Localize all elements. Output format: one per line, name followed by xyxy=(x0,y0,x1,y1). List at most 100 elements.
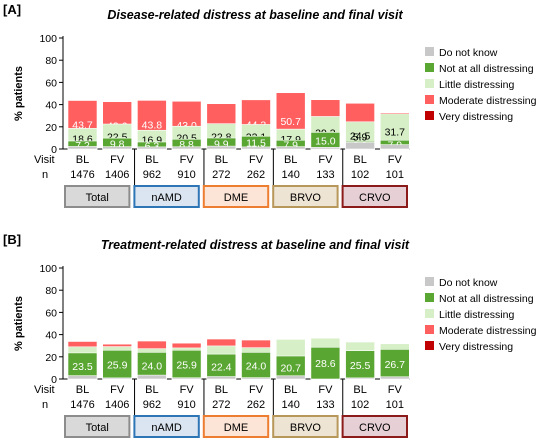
data-label: 25.9 xyxy=(107,360,128,372)
bar-segment-do-not-know xyxy=(102,377,132,380)
data-label: 22.4 xyxy=(211,362,232,374)
visit-label: FV xyxy=(180,384,195,396)
visit-label: FV xyxy=(388,384,403,396)
legend-swatch-do-not-know xyxy=(425,277,434,286)
data-label: 24.0 xyxy=(142,361,163,373)
bar-segment-do-not-know xyxy=(67,146,98,150)
visit-label: FV xyxy=(249,384,264,396)
legend-swatch-very xyxy=(425,341,434,350)
data-label: 7.2 xyxy=(75,140,90,152)
data-label: 5.9 xyxy=(353,131,368,143)
legend-swatch-not-at-all xyxy=(425,293,434,302)
n-label: 101 xyxy=(386,399,404,411)
bar-segment-do-not-know xyxy=(137,146,167,150)
n-label: 133 xyxy=(316,399,334,411)
y-tick-label: 80 xyxy=(45,285,57,297)
n-label: 1476 xyxy=(70,399,94,411)
legend-swatch-moderate xyxy=(425,325,434,334)
legend-swatch-very xyxy=(425,111,434,120)
visit-label: FV xyxy=(249,154,264,166)
panel-label: [B] xyxy=(3,232,21,247)
visit-label: FV xyxy=(180,154,195,166)
n-label: 962 xyxy=(143,169,161,181)
visit-label: BL xyxy=(145,154,158,166)
group-box xyxy=(341,415,409,438)
data-label: 15.0 xyxy=(315,136,336,148)
chart-title: Disease-related distress at baseline and… xyxy=(107,8,403,22)
n-label: 910 xyxy=(177,169,195,181)
bar-segment-do-not-know xyxy=(310,147,341,150)
visit-label: FV xyxy=(110,154,125,166)
group-label: DME xyxy=(224,422,248,434)
legend-label: Not at all distressing xyxy=(439,293,534,305)
visit-label: BL xyxy=(215,154,228,166)
visit-label: BL xyxy=(76,384,89,396)
y-axis-label: % patients xyxy=(13,66,25,121)
legend-label: Little distressing xyxy=(439,309,514,321)
n-label: 272 xyxy=(212,169,230,181)
data-label: 6.3 xyxy=(145,141,160,153)
data-label: 28.6 xyxy=(315,358,336,370)
data-label: 24.5 xyxy=(350,130,371,142)
n-label: 133 xyxy=(316,169,334,181)
group-box xyxy=(272,415,339,438)
bar-segment-do-not-know xyxy=(206,376,237,380)
group-box xyxy=(133,185,200,208)
group-box xyxy=(272,185,339,208)
y-tick-label: 80 xyxy=(45,55,57,67)
data-label: 25.5 xyxy=(350,360,371,372)
row-label-n: n xyxy=(42,169,48,181)
y-tick-label: 100 xyxy=(39,263,57,275)
data-label: 24.0 xyxy=(246,361,267,373)
bar-segment-not-at-all xyxy=(67,352,98,380)
visit-label: BL xyxy=(76,154,89,166)
bar-segment-do-not-know xyxy=(345,377,375,380)
group-label: CRVO xyxy=(359,192,391,204)
y-axis-label: % patients xyxy=(13,296,25,351)
data-label: 25.9 xyxy=(176,360,197,372)
visit-label: BL xyxy=(353,384,366,396)
chart-panel-b: [B] Treatment-related distress at baselin… xyxy=(3,232,537,438)
y-tick-label: 20 xyxy=(45,352,57,364)
legend-label: Do not know xyxy=(439,277,498,289)
data-label: 26.7 xyxy=(385,359,406,371)
group-label: Total xyxy=(86,422,109,434)
group-label: nAMD xyxy=(151,192,182,204)
row-label-visit: Visit xyxy=(34,384,55,396)
legend-swatch-moderate xyxy=(425,95,434,104)
n-label: 101 xyxy=(386,169,404,181)
bar-segment-do-not-know xyxy=(275,375,306,380)
visit-label: BL xyxy=(353,154,366,166)
data-label: 50.7 xyxy=(280,116,301,128)
bar-segment-do-not-know xyxy=(345,142,375,150)
group-box xyxy=(202,185,270,208)
row-label-n: n xyxy=(42,399,48,411)
legend-label: Moderate distressing xyxy=(439,95,537,107)
group-box xyxy=(202,415,270,438)
legend-swatch-do-not-know xyxy=(425,47,434,56)
data-label: 43.8 xyxy=(142,120,163,132)
n-label: 1476 xyxy=(70,169,94,181)
visit-label: BL xyxy=(145,384,158,396)
bar-segment-do-not-know xyxy=(137,374,167,380)
bar-segment-not-at-all xyxy=(137,352,167,380)
bar-segment-do-not-know xyxy=(379,144,410,150)
legend-swatch-little xyxy=(425,79,434,88)
bar-segment-do-not-know xyxy=(241,377,271,380)
y-tick-label: 100 xyxy=(39,33,57,45)
data-label: 20.7 xyxy=(280,363,301,375)
group-box xyxy=(64,185,131,208)
bar-segment-do-not-know xyxy=(275,146,306,150)
group-label: BRVO xyxy=(290,192,321,204)
bar-segment-do-not-know xyxy=(206,145,237,150)
chart-title: Treatment-related distress at baseline a… xyxy=(101,238,410,252)
y-tick-label: 60 xyxy=(45,77,57,89)
bar-segment-do-not-know xyxy=(241,146,271,150)
y-tick-label: 40 xyxy=(45,330,57,342)
data-label: 7.9 xyxy=(283,140,298,152)
group-label: nAMD xyxy=(151,422,182,434)
n-label: 1406 xyxy=(105,169,129,181)
group-label: Total xyxy=(86,192,109,204)
bar-segment-not-at-all xyxy=(345,350,375,380)
